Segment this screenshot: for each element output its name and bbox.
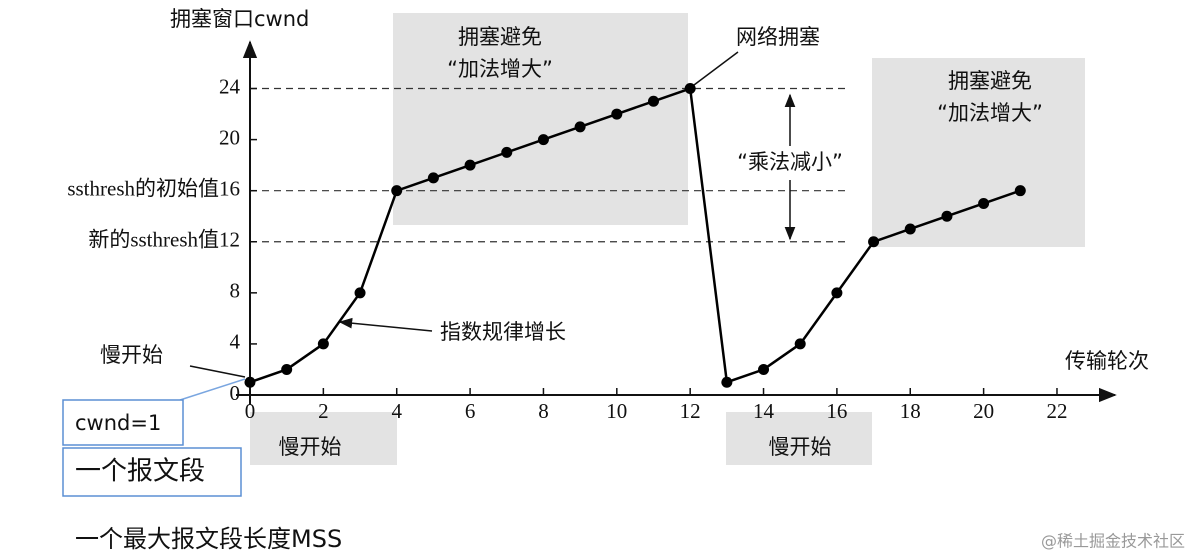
ca-region: [393, 13, 688, 225]
point: [317, 338, 329, 350]
line: [249, 86, 1021, 384]
x-tick-label: 0: [245, 399, 256, 423]
point: [427, 172, 439, 184]
point: [244, 376, 256, 388]
annotation: “乘法减小”: [737, 150, 843, 174]
pointer: [179, 378, 246, 401]
point: [501, 146, 513, 158]
point: [904, 223, 916, 235]
point: [758, 363, 770, 375]
x-tick-label: 20: [973, 399, 994, 423]
point: [647, 95, 659, 107]
y-tick-label: 20: [219, 125, 240, 149]
x-tick-label: 16: [826, 399, 847, 423]
note-box: [62, 447, 242, 497]
point: [354, 287, 366, 299]
x-tick-label: 10: [606, 399, 627, 423]
point: [868, 236, 880, 248]
point: [1014, 185, 1026, 197]
x-tick-label: 12: [680, 399, 701, 423]
y-tick-label: 8: [230, 279, 241, 303]
ca-region: [872, 58, 1085, 247]
point: [941, 210, 953, 222]
point: [831, 287, 843, 299]
y-label: 拥塞窗口cwnd: [170, 7, 309, 31]
annotation: 慢开始: [100, 343, 163, 367]
x-tick-label: 8: [538, 399, 549, 423]
pointer: [689, 51, 739, 89]
annotation: 拥塞避免: [458, 25, 542, 49]
point: [464, 159, 476, 171]
ss-region: [726, 412, 872, 465]
x-tick-label: 4: [391, 399, 402, 423]
annotation: 一个最大报文段长度MSS: [75, 525, 342, 553]
point: [281, 363, 293, 375]
x-tick-label: 22: [1046, 399, 1067, 423]
y-tick-label: 新的ssthresh值12: [88, 228, 240, 252]
annotation: 一个报文段: [75, 457, 205, 487]
point: [721, 376, 733, 388]
annotation: “加法增大”: [447, 57, 553, 81]
annotation: 慢开始: [769, 435, 832, 459]
y-tick-label: 4: [230, 330, 241, 354]
point: [794, 338, 806, 350]
x-tick-label: 2: [318, 399, 329, 423]
annotation: “加法增大”: [937, 101, 1043, 125]
annotation: 慢开始: [279, 435, 342, 459]
x-label: 传输轮次: [1065, 349, 1149, 373]
point: [978, 197, 990, 209]
x-tick-label: 14: [753, 399, 775, 423]
y-tick-label: 0: [230, 381, 241, 405]
y-tick-label: 24: [219, 74, 241, 98]
annotation: cwnd=1: [75, 411, 161, 435]
y-tick-label: ssthresh的初始值16: [67, 176, 240, 200]
arrow: [338, 317, 433, 332]
note-box: [62, 399, 184, 446]
watermark: @稀土掘金技术社区: [1041, 532, 1185, 551]
point: [537, 134, 549, 146]
annotation: 指数规律增长: [440, 320, 566, 344]
grid: [250, 87, 850, 243]
point: [391, 185, 403, 197]
point: [611, 108, 623, 120]
ss-region: [250, 412, 397, 465]
point: [574, 121, 586, 133]
annotation: 拥塞避免: [948, 69, 1032, 93]
annotation: 网络拥塞: [736, 25, 820, 49]
pointer: [189, 365, 246, 378]
point: [684, 83, 696, 95]
x-tick-label: 18: [900, 399, 921, 423]
x-tick-label: 6: [465, 399, 476, 423]
